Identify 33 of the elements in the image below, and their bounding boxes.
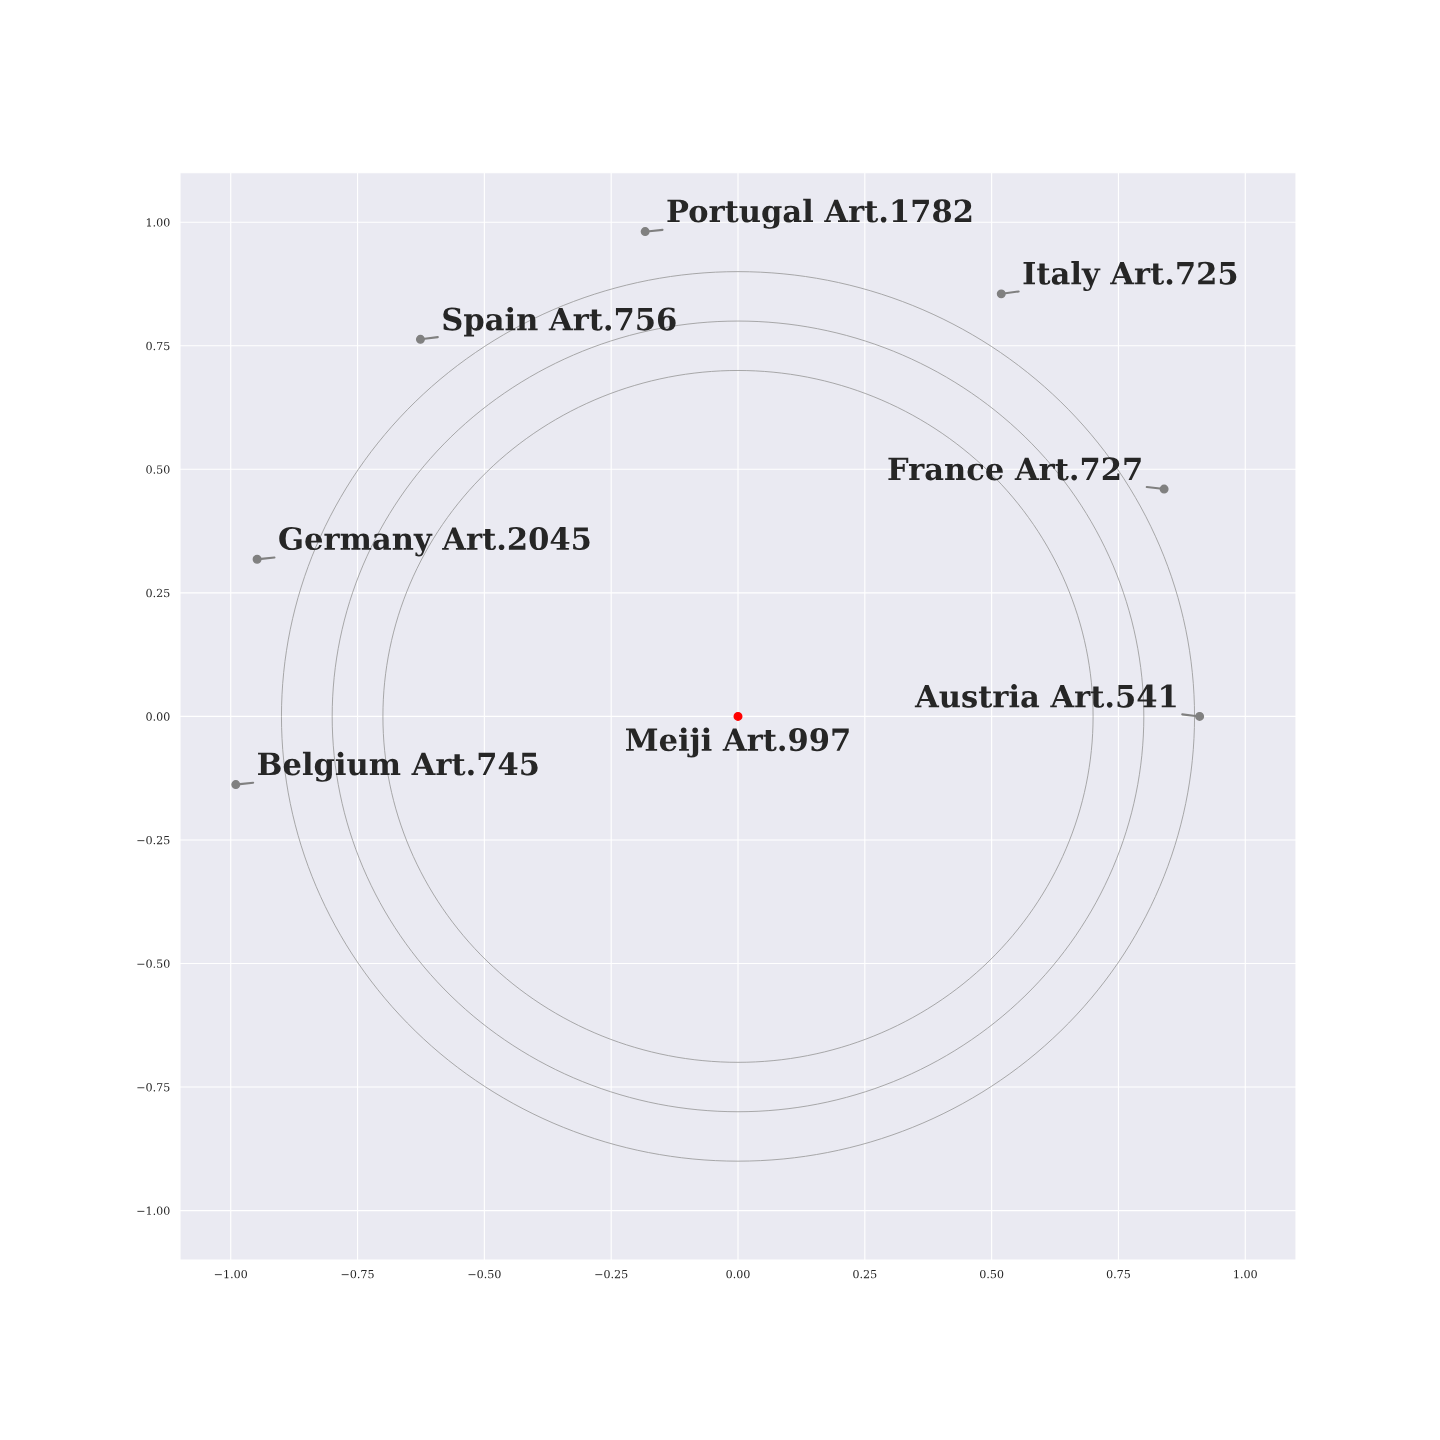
x-tick-label: 0.50: [980, 1269, 1004, 1279]
y-tick-label: 1.00: [146, 218, 170, 227]
x-tick-label: 0.00: [726, 1269, 750, 1279]
annotation: Italy Art.725: [1023, 261, 1237, 292]
point: [252, 554, 262, 564]
point: [415, 334, 425, 344]
point: [640, 227, 650, 237]
annotation: France Art.727: [888, 457, 1141, 481]
point: [1159, 484, 1169, 494]
x-tick-label: 1.00: [1234, 1269, 1257, 1279]
y-tick-label: 0.50: [146, 465, 170, 474]
y-tick-label: −0.25: [137, 835, 170, 845]
point: [1195, 711, 1205, 721]
annotation: Austria Art.541: [914, 684, 1176, 708]
annotation: Portugal Art.1782: [667, 198, 972, 229]
x-tick-label: −0.75: [341, 1269, 374, 1279]
x-tick-label: 0.75: [1106, 1269, 1130, 1279]
x-tick-label: −0.25: [595, 1269, 628, 1279]
y-tick-label: −1.00: [137, 1206, 170, 1215]
annotation: Belgium Art.745: [258, 751, 538, 782]
annotation: Meiji Art.997: [626, 727, 849, 758]
y-tick-label: 0.25: [146, 588, 170, 598]
x-tick-label: −0.50: [468, 1269, 501, 1279]
point: [996, 289, 1006, 299]
x-tick-label: 0.25: [853, 1269, 877, 1279]
y-tick-label: −0.50: [137, 959, 170, 968]
point: [231, 780, 241, 790]
y-tick-label: 0.00: [146, 712, 170, 721]
annotation: Germany Art.2045: [279, 527, 590, 557]
annotation: Spain Art.756: [443, 306, 676, 337]
y-tick-label: 0.75: [146, 341, 170, 351]
x-tick-label: −1.00: [214, 1269, 248, 1279]
y-tick-label: −0.75: [137, 1083, 170, 1092]
